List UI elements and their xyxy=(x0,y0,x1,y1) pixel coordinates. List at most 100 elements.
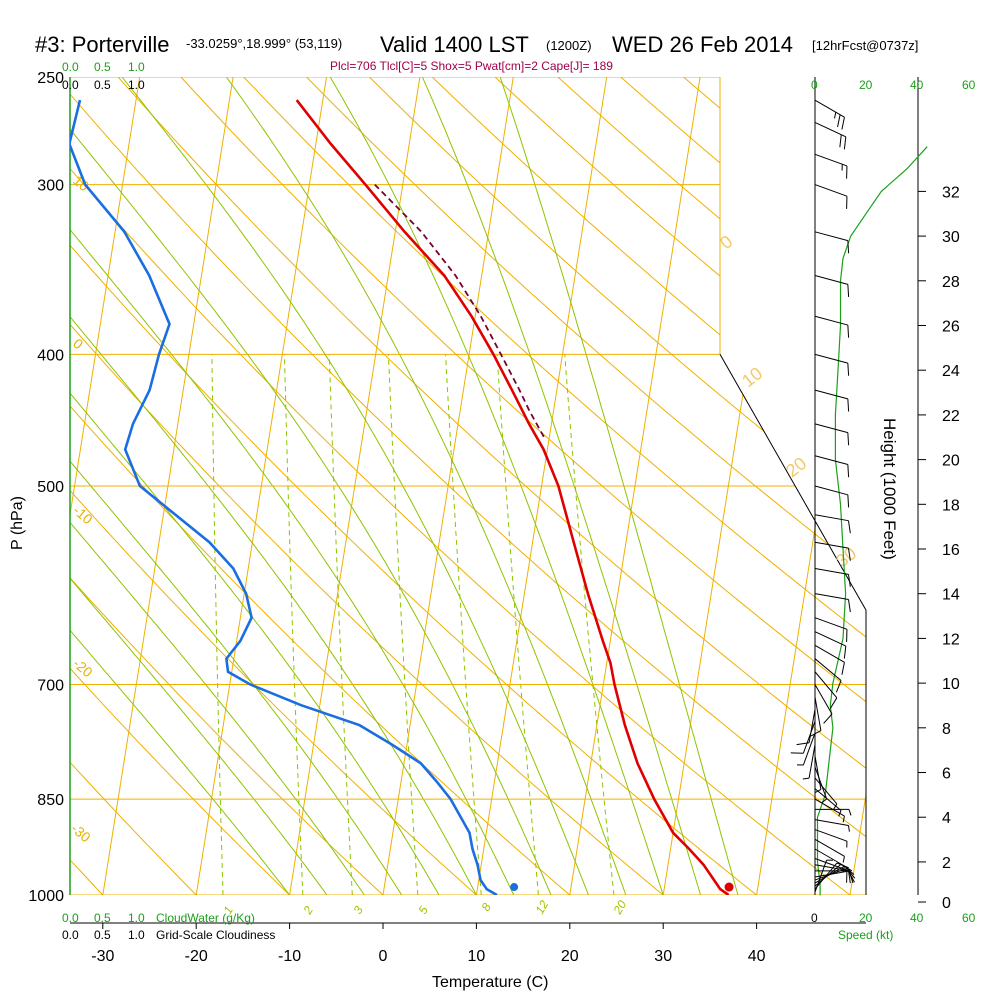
temperature-tick-label: -10 xyxy=(278,948,301,965)
height-tick-label: 12 xyxy=(942,631,960,648)
dry-adiabat-line xyxy=(368,77,866,514)
height-tick-label: 6 xyxy=(942,766,951,783)
height-tick-label: 20 xyxy=(942,453,960,470)
mixing-ratio-line xyxy=(445,354,482,895)
wind-barb-flag xyxy=(847,599,851,613)
wind-barb-flag xyxy=(841,117,845,130)
cloud-scale-top: 0.0 0.5 1.0 0.0 0.5 1.0 xyxy=(62,60,145,92)
wind-barb-staff xyxy=(814,99,845,118)
wind-barb-flag xyxy=(844,865,855,875)
wind-barb-flag xyxy=(843,136,847,150)
y-axis-title: P (hPa) xyxy=(9,496,26,550)
wind-barb-staff xyxy=(814,567,849,575)
wind-barb-staff xyxy=(814,777,838,805)
wind-barb-staff xyxy=(802,732,816,766)
speed-bottom-60: 60 xyxy=(962,911,976,925)
wind-barb xyxy=(814,315,850,338)
wind-barb-flag xyxy=(837,114,841,128)
cloud-bottom-green-2: 1.0 xyxy=(128,911,145,925)
wind-barb-staff xyxy=(814,838,845,857)
wind-barb xyxy=(814,644,845,675)
wind-barb xyxy=(814,766,828,804)
height-tick-label: 22 xyxy=(942,408,960,425)
wind-barb-flag xyxy=(847,284,850,297)
temperature-tick-label: 30 xyxy=(654,948,672,965)
moist-adiabat-line xyxy=(121,77,589,895)
cloud-bottom-black-1: 0.5 xyxy=(94,928,111,942)
wind-barb xyxy=(814,819,850,832)
wind-barb-half xyxy=(833,803,838,810)
height-tick-label: 28 xyxy=(942,274,960,291)
wind-barb-staff xyxy=(814,184,848,197)
cloud-scale-bottom: 0.0 0.5 1.0 CloudWater (g/Kg) 0.0 0.5 1.… xyxy=(62,911,275,942)
dry-adiabat-line xyxy=(70,859,104,895)
wind-barb-staff xyxy=(814,275,848,285)
dry-adiabat-line xyxy=(0,53,35,924)
moist-adiabat-line xyxy=(421,77,702,895)
station-coords: -33.0259°,18.999° (53,119) xyxy=(186,36,342,51)
wind-barb-staff xyxy=(802,721,816,754)
wind-barb-staff xyxy=(814,353,848,364)
wind-barb-staff xyxy=(814,829,848,842)
wind-barb xyxy=(814,658,842,693)
wind-barb-staff xyxy=(814,819,849,826)
isotherm-label: -10 xyxy=(70,502,96,527)
wind-barb xyxy=(797,732,816,766)
wind-barb-staff xyxy=(814,864,849,872)
wind-barb-half xyxy=(847,825,850,832)
moist-adiabat-line xyxy=(70,315,477,895)
wind-barb-flag xyxy=(847,398,850,412)
wind-barb xyxy=(814,567,851,587)
dry-adiabat-line xyxy=(117,77,866,769)
cloud-bottom-black-2: 1.0 xyxy=(128,928,145,942)
wind-barb xyxy=(814,864,851,884)
wind-barb-flag xyxy=(847,464,850,478)
dry-adiabat-line xyxy=(431,77,866,454)
dry-adiabat-line xyxy=(70,667,291,895)
wind-barb-staff xyxy=(814,455,848,466)
wind-barb-flag xyxy=(847,240,850,254)
wind-barb xyxy=(814,121,847,150)
mixing-ratio-line xyxy=(496,354,539,895)
height-tick-label: 26 xyxy=(942,318,960,335)
wind-barb-staff xyxy=(814,671,838,699)
wind-barb-half xyxy=(848,809,852,816)
profiles xyxy=(70,99,734,895)
height-axis-title: Height (1000 Feet) xyxy=(880,418,899,560)
utc-time: (1200Z) xyxy=(546,38,592,53)
speed-top-40: 40 xyxy=(910,78,924,92)
dry-adiabat-line xyxy=(243,77,866,638)
wind-barb-staff xyxy=(808,709,816,743)
wind-barb-flag xyxy=(847,574,851,587)
wind-barb xyxy=(814,617,848,642)
moist-adiabat-line xyxy=(70,577,328,895)
speed-scale-bottom: 0 20 40 60 Speed (kt) xyxy=(811,911,976,942)
wind-barb xyxy=(814,593,851,613)
temperature-line xyxy=(295,99,730,895)
dry-adiabat-line xyxy=(70,405,571,895)
cloud-top-black-1: 0.5 xyxy=(94,78,111,92)
wind-barb-staff xyxy=(814,153,848,167)
wind-barb xyxy=(814,153,848,179)
moist-adiabat-line xyxy=(70,629,290,895)
wind-barb-staff xyxy=(814,858,848,871)
speed-bottom-0: 0 xyxy=(811,911,818,925)
pressure-tick-label: 250 xyxy=(37,70,64,87)
wind-barb-half xyxy=(842,856,845,863)
thermo-grid xyxy=(0,53,866,924)
wind-barb-flag xyxy=(835,680,842,693)
cloud-top-green-0: 0.0 xyxy=(62,60,79,74)
wind-barb-staff xyxy=(814,755,822,790)
wind-barb-flag xyxy=(847,494,850,508)
height-tick-label: 30 xyxy=(942,229,960,246)
mixing-ratio-label: 20 xyxy=(610,898,629,918)
mixing-ratio-label: 2 xyxy=(300,903,316,917)
dewpoint-line xyxy=(70,99,498,895)
mixing-ratio-line xyxy=(211,354,224,895)
height-tick-label: 8 xyxy=(942,721,951,738)
wind-barb-staff xyxy=(814,766,828,800)
wind-barb xyxy=(814,671,838,709)
wind-barb-flag xyxy=(847,520,851,534)
sounding-parameters: Plcl=706 Tlcl[C]=5 Shox=5 Pwat[cm]=2 Cap… xyxy=(330,59,613,73)
mixing-ratio-label: 3 xyxy=(350,903,366,916)
